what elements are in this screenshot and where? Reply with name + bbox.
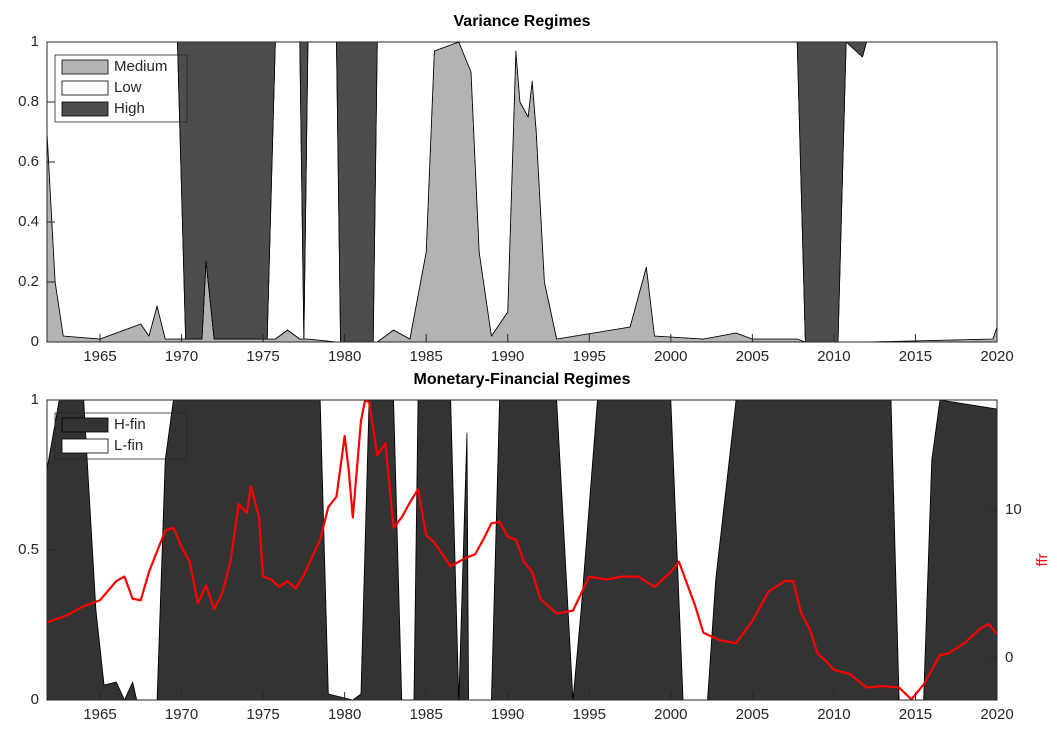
legend-label: High bbox=[114, 100, 145, 117]
y-tick-label: 1 bbox=[31, 33, 39, 50]
x-tick-label: 2020 bbox=[980, 706, 1013, 723]
x-tick-label: 1980 bbox=[328, 348, 361, 365]
legend-swatch bbox=[61, 417, 109, 433]
x-tick-label: 1985 bbox=[409, 348, 442, 365]
x-tick-label: 1965 bbox=[83, 706, 116, 723]
x-tick-label: 2000 bbox=[654, 348, 687, 365]
x-tick-label: 2000 bbox=[654, 706, 687, 723]
x-tick-label: 1975 bbox=[246, 706, 279, 723]
ffr-line bbox=[47, 400, 997, 700]
y-tick-label: 0.4 bbox=[18, 213, 39, 230]
axes-frame bbox=[46, 41, 998, 343]
legend-label: H-fin bbox=[114, 416, 146, 433]
x-tick-label: 1995 bbox=[573, 706, 606, 723]
y-tick-label: 0.6 bbox=[18, 153, 39, 170]
x-tick-label: 1990 bbox=[491, 706, 524, 723]
x-tick-label: 2005 bbox=[736, 706, 769, 723]
stacked-area bbox=[47, 400, 997, 700]
legend-box bbox=[54, 54, 188, 123]
legend-swatch bbox=[61, 80, 109, 96]
x-tick-label: 1965 bbox=[83, 348, 116, 365]
x-tick-label: 2015 bbox=[899, 706, 932, 723]
legend-box bbox=[54, 412, 188, 460]
legend-swatch bbox=[61, 101, 109, 117]
y-tick-label: 1 bbox=[31, 391, 39, 408]
x-tick-label: 1985 bbox=[409, 706, 442, 723]
legend-swatch bbox=[61, 438, 109, 454]
x-tick-label: 2010 bbox=[817, 348, 850, 365]
x-tick-label: 2010 bbox=[817, 706, 850, 723]
stacked-area bbox=[47, 400, 997, 700]
stacked-area bbox=[47, 42, 997, 342]
plot-area bbox=[47, 400, 997, 700]
y2-tick-label: 10 bbox=[1005, 501, 1022, 518]
x-tick-label: 2005 bbox=[736, 348, 769, 365]
y-tick-label: 0 bbox=[31, 333, 39, 350]
y-tick-label: 0.5 bbox=[18, 541, 39, 558]
legend-label: Low bbox=[114, 79, 142, 96]
legend-label: L-fin bbox=[114, 437, 143, 454]
plot-area bbox=[47, 42, 997, 342]
x-tick-label: 2015 bbox=[899, 348, 932, 365]
y2-axis-label: ffr bbox=[1034, 553, 1051, 566]
y-tick-label: 0 bbox=[31, 691, 39, 708]
chart-title: Monetary-Financial Regimes bbox=[414, 371, 631, 388]
legend-label: Medium bbox=[114, 58, 167, 75]
x-tick-label: 1990 bbox=[491, 348, 524, 365]
chart-title: Variance Regimes bbox=[454, 13, 591, 30]
y2-tick-label: 0 bbox=[1005, 649, 1013, 666]
y-tick-label: 0.8 bbox=[18, 93, 39, 110]
x-tick-label: 2020 bbox=[980, 348, 1013, 365]
x-tick-label: 1970 bbox=[165, 348, 198, 365]
x-tick-label: 1995 bbox=[573, 348, 606, 365]
y-tick-label: 0.2 bbox=[18, 273, 39, 290]
x-tick-label: 1975 bbox=[246, 348, 279, 365]
x-tick-label: 1980 bbox=[328, 706, 361, 723]
legend-swatch bbox=[61, 59, 109, 75]
x-tick-label: 1970 bbox=[165, 706, 198, 723]
